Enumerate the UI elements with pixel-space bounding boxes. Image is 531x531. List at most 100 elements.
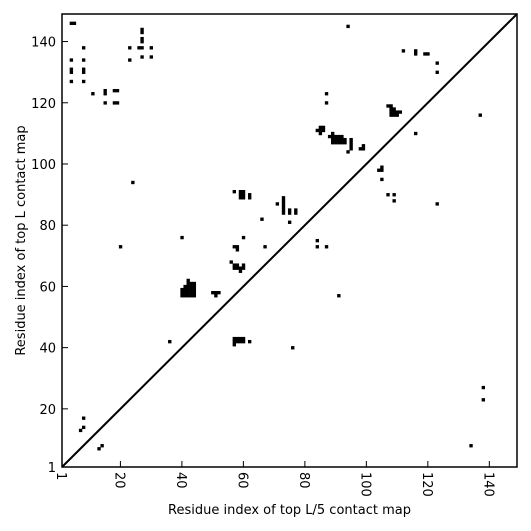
contact-point xyxy=(186,284,190,289)
contact-point xyxy=(140,40,144,44)
contact-point xyxy=(238,269,243,273)
diagonal-line xyxy=(61,13,518,468)
contact-point xyxy=(103,88,107,93)
contact-point xyxy=(315,245,320,249)
contact-point xyxy=(349,137,353,142)
contact-point xyxy=(395,110,399,114)
contact-point xyxy=(186,291,190,295)
contact-point xyxy=(287,211,292,215)
contact-point xyxy=(189,291,193,295)
contact-point xyxy=(346,150,350,154)
contact-point xyxy=(343,141,347,145)
contact-point xyxy=(238,193,243,197)
contact-point xyxy=(392,107,396,111)
contact-point xyxy=(241,339,246,344)
contact-point xyxy=(168,339,172,344)
contact-point xyxy=(91,92,95,96)
contact-point xyxy=(426,52,430,56)
contact-point xyxy=(149,46,153,50)
contact-point xyxy=(281,196,286,200)
contact-point xyxy=(294,208,298,212)
contact-point xyxy=(180,235,184,240)
contact-point xyxy=(189,287,193,292)
contact-point xyxy=(131,180,135,185)
contact-point xyxy=(346,24,350,29)
contact-point xyxy=(380,177,384,182)
contact-point xyxy=(137,46,141,50)
contact-point xyxy=(192,294,197,298)
contact-point xyxy=(478,113,482,117)
contact-point xyxy=(192,284,197,289)
contact-point xyxy=(321,128,326,133)
contact-point xyxy=(232,189,236,194)
y-tick-label: 140 xyxy=(31,36,56,51)
contact-point xyxy=(183,294,187,298)
contact-point xyxy=(180,291,184,295)
contact-point xyxy=(349,147,353,151)
contact-point xyxy=(214,291,218,295)
contact-point xyxy=(189,294,193,298)
y-tick-label: 100 xyxy=(31,158,56,173)
contact-point xyxy=(140,36,144,41)
contact-point xyxy=(386,193,390,197)
contact-point xyxy=(69,70,74,74)
contact-point xyxy=(229,260,233,264)
contact-point xyxy=(183,291,187,295)
contact-point xyxy=(423,52,427,56)
contact-point xyxy=(324,245,329,249)
contact-point xyxy=(81,425,86,430)
contact-point xyxy=(247,339,252,344)
contact-point xyxy=(481,398,486,402)
contact-point xyxy=(103,92,107,96)
contact-point xyxy=(235,245,240,249)
contact-point xyxy=(238,189,243,194)
contact-point xyxy=(337,134,341,139)
contact-point xyxy=(392,113,396,117)
contact-point xyxy=(287,220,292,224)
contact-point xyxy=(281,211,286,215)
y-tick-label: 40 xyxy=(39,342,56,357)
contact-point xyxy=(232,343,236,347)
contact-point xyxy=(69,79,74,84)
contact-point xyxy=(315,128,320,133)
x-tick-label: 60 xyxy=(234,472,249,489)
contact-point xyxy=(241,263,246,267)
contact-point xyxy=(192,281,197,286)
contact-point xyxy=(235,336,240,341)
contact-point xyxy=(334,137,338,142)
contact-point xyxy=(481,385,486,390)
contact-point xyxy=(337,294,341,298)
contact-point xyxy=(140,55,144,59)
contact-point xyxy=(140,27,144,32)
y-axis-label: Residue index of top L contact map xyxy=(14,125,29,355)
contact-point xyxy=(361,144,366,148)
x-axis-label: Residue index of top L/5 contact map xyxy=(168,503,411,518)
contact-point xyxy=(238,339,243,344)
contact-point xyxy=(380,165,384,169)
contact-point xyxy=(337,141,341,145)
contact-point xyxy=(389,113,393,117)
contact-point xyxy=(389,107,393,111)
contact-point xyxy=(281,202,286,206)
contact-point xyxy=(112,101,117,105)
contact-point xyxy=(331,131,335,136)
contact-point xyxy=(247,196,252,200)
contact-point xyxy=(294,211,298,215)
x-tick-label: 1 xyxy=(53,472,68,480)
contact-point xyxy=(281,199,286,203)
contact-point xyxy=(361,147,366,151)
contact-point xyxy=(103,101,107,105)
contact-point xyxy=(81,416,86,420)
contact-point xyxy=(81,70,86,74)
x-tick-label: 100 xyxy=(357,472,372,497)
x-tick-label: 80 xyxy=(296,472,311,489)
contact-point xyxy=(81,46,86,50)
contact-point xyxy=(180,287,184,292)
contact-point xyxy=(217,291,221,295)
contact-point xyxy=(192,291,197,295)
contact-point xyxy=(358,147,363,151)
contact-point xyxy=(81,58,86,62)
contact-point xyxy=(186,287,190,292)
contact-point xyxy=(321,125,326,130)
